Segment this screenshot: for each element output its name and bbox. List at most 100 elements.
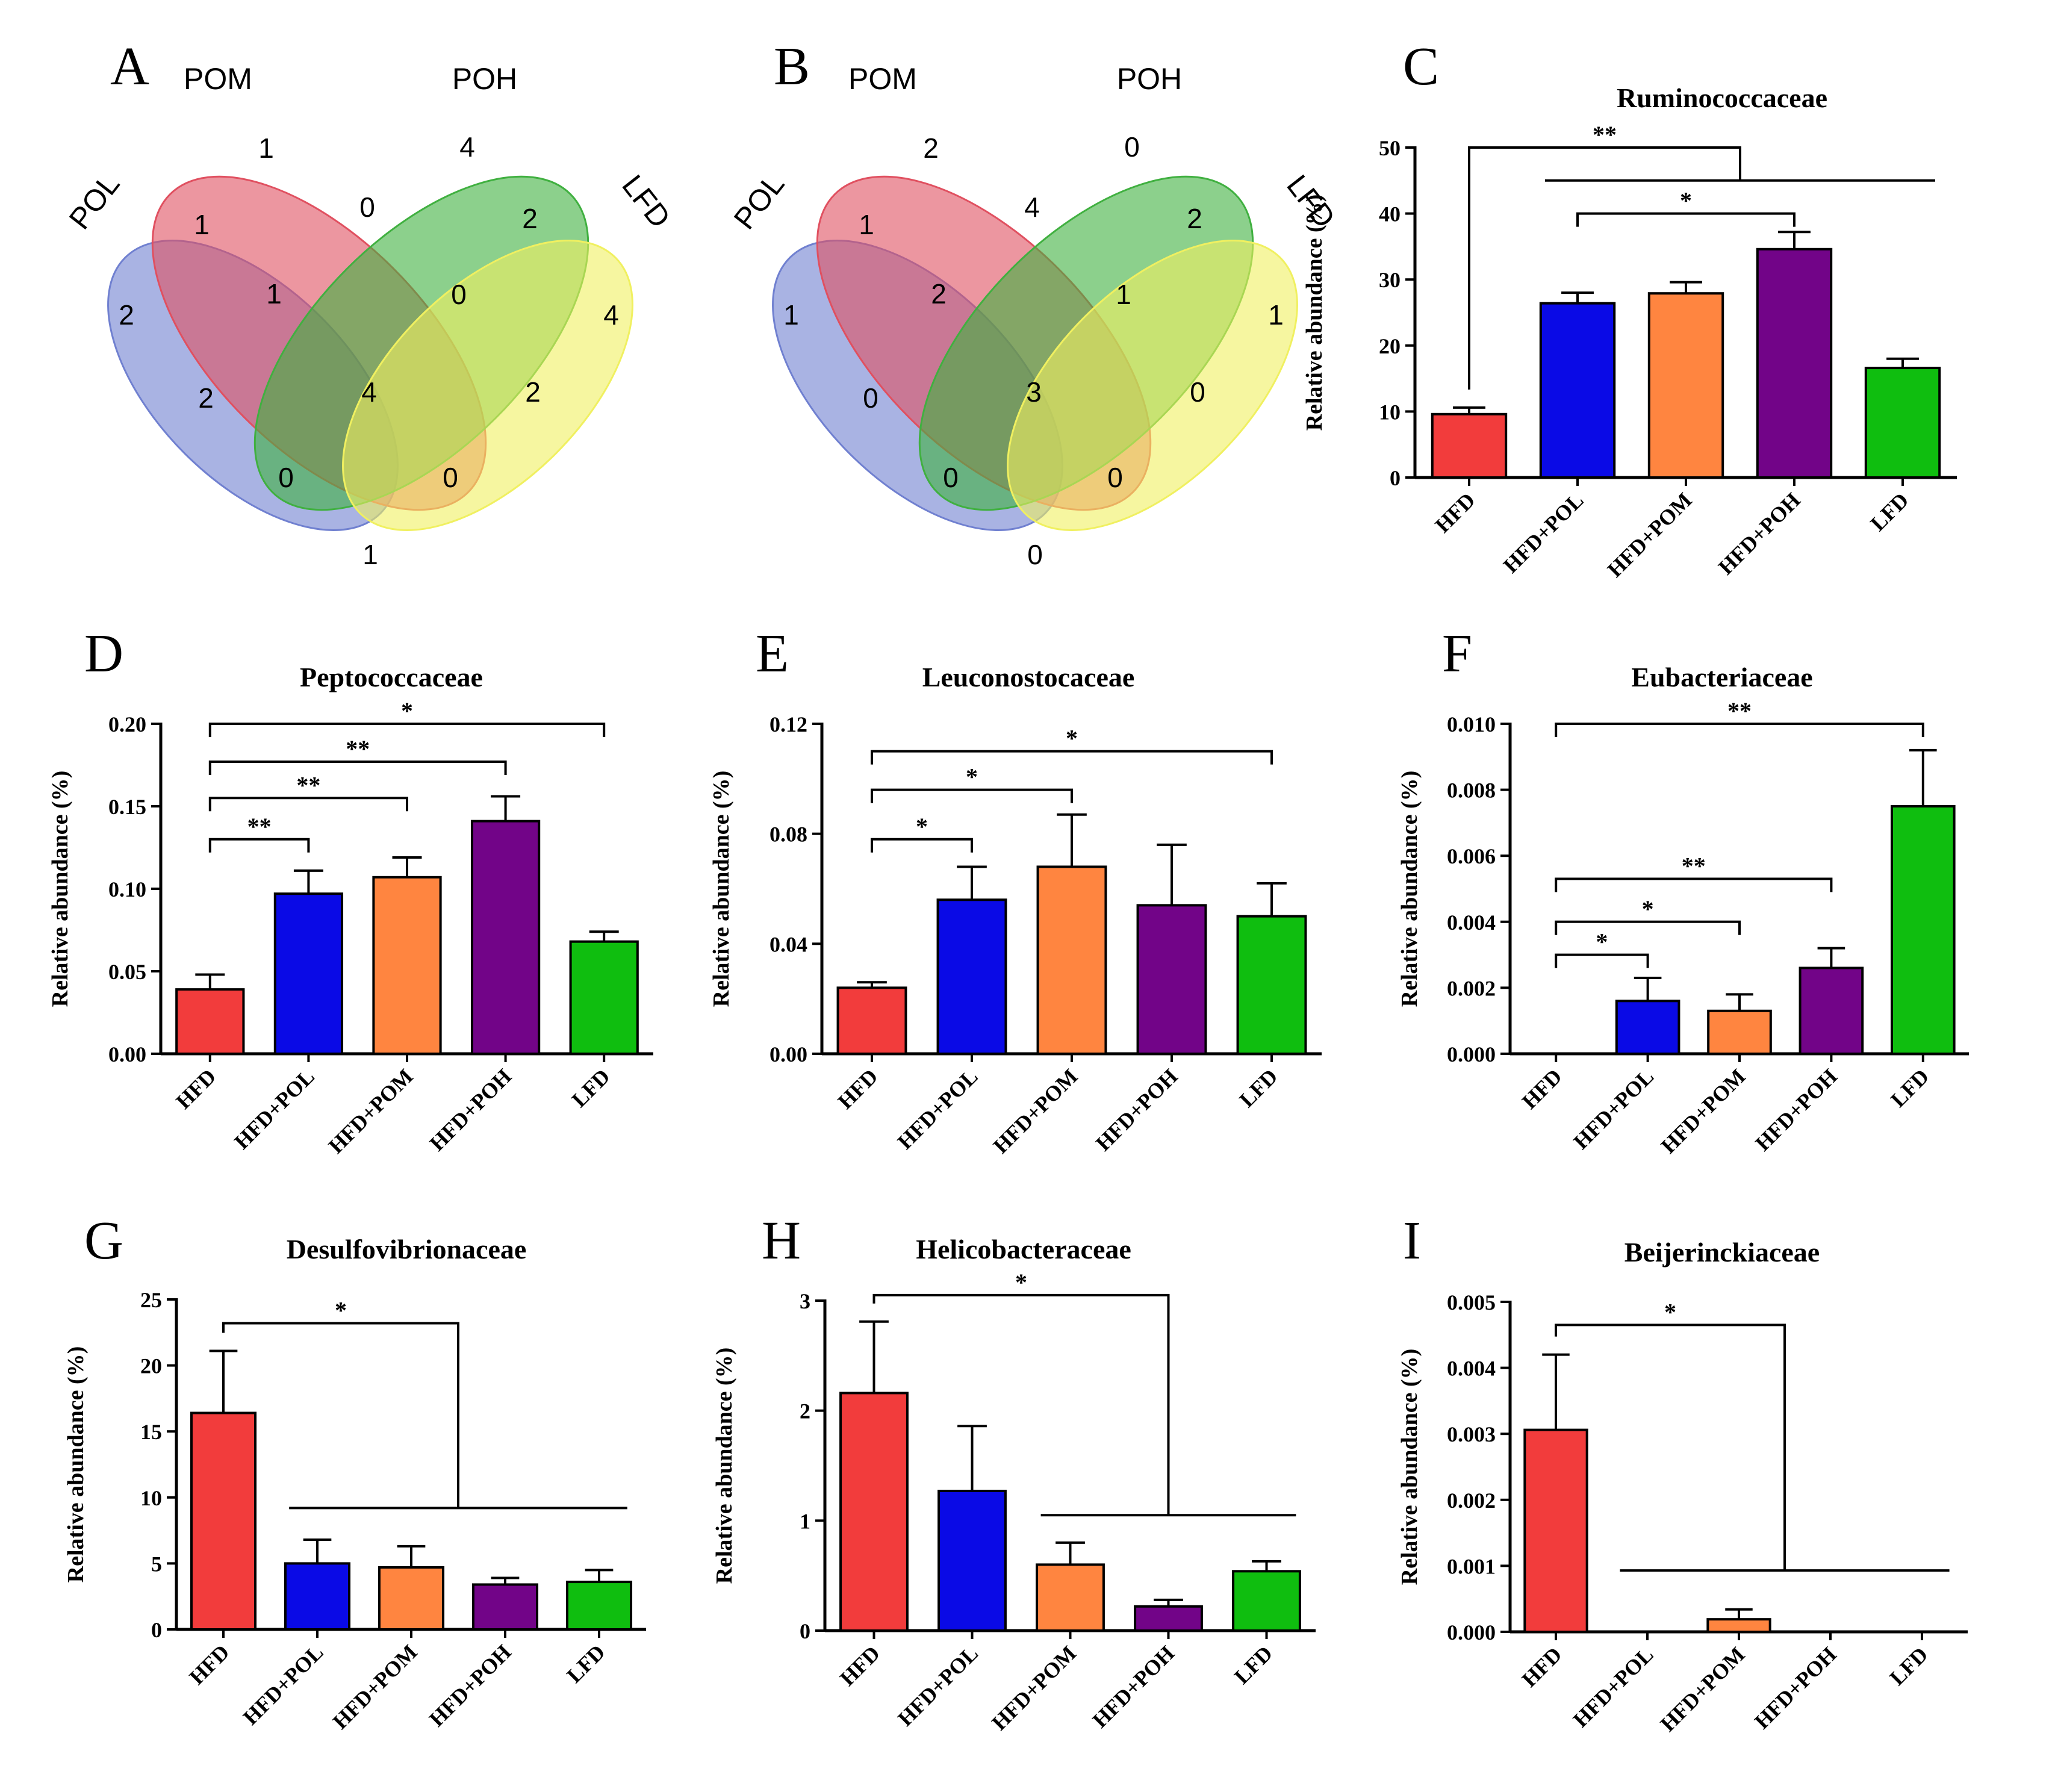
panel-letter-c: C (1403, 37, 1439, 96)
y-tick-label: 3 (800, 1289, 810, 1313)
bar-hfd-pol (937, 1490, 1007, 1632)
venn-count-pol-pom-lfd: 0 (443, 462, 458, 493)
y-tick-label: 0.12 (770, 712, 807, 736)
venn-count-pom-lfd: 0 (1190, 376, 1205, 408)
y-axis-label: Relative abundance (%) (712, 1348, 737, 1584)
venn-count-pol-lfd: 0 (1027, 539, 1043, 570)
bar-hfd (1431, 412, 1508, 479)
chart-title: Eubacteriaceae (1631, 662, 1812, 692)
x-tick-label: HFD+POM (1603, 488, 1697, 582)
y-tick-label: 0.001 (1447, 1554, 1496, 1578)
panel-letter-f: F (1442, 624, 1472, 683)
venn-set-lfd (342, 240, 633, 531)
x-tick-label: LFD (1230, 1641, 1277, 1688)
y-tick-label: 0.002 (1447, 1489, 1496, 1513)
venn-diagram-a: A POL POM POH LFD 2 1 4 4 1 0 2 1 0 2 2 4 0 0 1 (63, 37, 677, 570)
bar-hfd-pol (1539, 302, 1616, 479)
y-tick-label: 25 (140, 1288, 162, 1312)
bar-hfd-pom (1647, 292, 1724, 479)
venn-label-lfd: LFD (615, 169, 677, 234)
y-tick-label: 20 (140, 1354, 162, 1378)
panel-letter-e: E (756, 624, 789, 683)
bar-hfd-poh (1136, 904, 1207, 1056)
venn-count-pol: 2 (119, 299, 134, 331)
x-tick-label: HFD+POL (1499, 488, 1588, 577)
x-tick-label: HFD (185, 1640, 234, 1689)
significance-bracket (1555, 723, 1924, 737)
bar-hfd-pol (936, 898, 1007, 1056)
venn-count-pol-poh-lfd: 0 (943, 462, 959, 493)
bar-hfd (836, 986, 907, 1056)
x-tick-label: HFD (1431, 488, 1480, 537)
y-axis-label: Relative abundance (%) (48, 771, 73, 1007)
significance-label: * (1066, 725, 1078, 752)
significance-bracket (222, 1322, 459, 1508)
x-tick-label: HFD (833, 1064, 883, 1113)
x-tick-label: HFD+POH (1750, 1064, 1842, 1156)
venn-count-all: 3 (1026, 376, 1042, 408)
bar-lfd (565, 1581, 633, 1631)
venn-count-all: 4 (361, 376, 377, 408)
y-axis-label: Relative abundance (%) (1397, 1349, 1422, 1585)
y-tick-label: 0.000 (1447, 1042, 1496, 1066)
y-tick-label: 10 (1379, 400, 1401, 424)
y-tick-label: 0.000 (1447, 1620, 1496, 1644)
venn-count-pol-poh-lfd: 0 (278, 462, 294, 493)
y-tick-label: 0.003 (1447, 1422, 1496, 1446)
x-tick-label: LFD (1865, 488, 1913, 535)
bar-hfd (839, 1392, 909, 1632)
y-tick-label: 0.004 (1447, 1357, 1496, 1381)
venn-count-pom-poh-lfd: 0 (451, 279, 467, 310)
panel-letter-b: B (774, 37, 810, 96)
y-tick-label: 0.04 (770, 932, 807, 956)
venn-count-poh-lfd: 2 (522, 203, 538, 234)
significance-bracket (1555, 920, 1741, 935)
x-tick-label: HFD (1517, 1642, 1567, 1691)
bar-hfd-poh (1799, 966, 1864, 1056)
venn-label-pol: POL (63, 167, 126, 235)
venn-count-lfd: 1 (1268, 299, 1284, 331)
bar-lfd (1232, 1570, 1301, 1632)
significance-bracket (1555, 877, 1833, 892)
y-tick-label: 0.15 (108, 795, 146, 819)
y-axis-label: Relative abundance (%) (63, 1346, 89, 1583)
y-tick-label: 1 (800, 1509, 810, 1533)
x-tick-label: HFD+POH (1087, 1641, 1179, 1732)
x-tick-label: LFD (1234, 1064, 1282, 1112)
significance-label: * (1680, 187, 1692, 214)
bar-hfd-poh (470, 820, 541, 1056)
y-tick-label: 0.006 (1447, 844, 1496, 868)
x-tick-label: HFD (1517, 1064, 1567, 1113)
bar-chart-h: H Helicobacteraceae Relative abundance (%)… (712, 1211, 1316, 1735)
venn-count-pol-poh: 2 (198, 382, 214, 414)
venn-count-pom-lfd: 2 (525, 376, 541, 408)
significance-label: * (916, 813, 928, 840)
venn-count-poh-lfd: 2 (1187, 203, 1202, 234)
bar-hfd-pom (1036, 865, 1107, 1055)
bar-lfd (1236, 915, 1307, 1055)
chart-title: Desulfovibrionaceae (287, 1234, 527, 1265)
bar-hfd-pom (1707, 1009, 1772, 1056)
venn-count-pom: 1 (258, 132, 274, 164)
x-tick-label: HFD (835, 1641, 885, 1690)
y-tick-label: 30 (1379, 268, 1401, 292)
panel-letter-g: G (84, 1211, 123, 1271)
chart-title: Peptococcaceae (300, 662, 483, 692)
panel-letter-i: I (1403, 1211, 1421, 1271)
significance-bracket (208, 723, 606, 737)
bar-lfd (569, 940, 639, 1056)
bar-hfd-poh (1756, 247, 1833, 479)
y-axis-label: Relative abundance (%) (709, 771, 734, 1007)
x-tick-label: HFD+POL (229, 1064, 319, 1154)
y-tick-label: 0.002 (1447, 976, 1496, 1000)
venn-label-pom: POM (184, 62, 252, 96)
x-tick-label: LFD (1885, 1642, 1932, 1690)
x-tick-label: LFD (562, 1640, 609, 1687)
significance-label: ** (1727, 697, 1752, 724)
x-tick-label: HFD+POM (989, 1064, 1083, 1158)
x-tick-label: HFD+POM (987, 1641, 1081, 1735)
y-tick-label: 15 (140, 1420, 162, 1444)
x-tick-label: HFD+POL (1569, 1642, 1658, 1732)
y-tick-label: 0 (800, 1619, 810, 1643)
